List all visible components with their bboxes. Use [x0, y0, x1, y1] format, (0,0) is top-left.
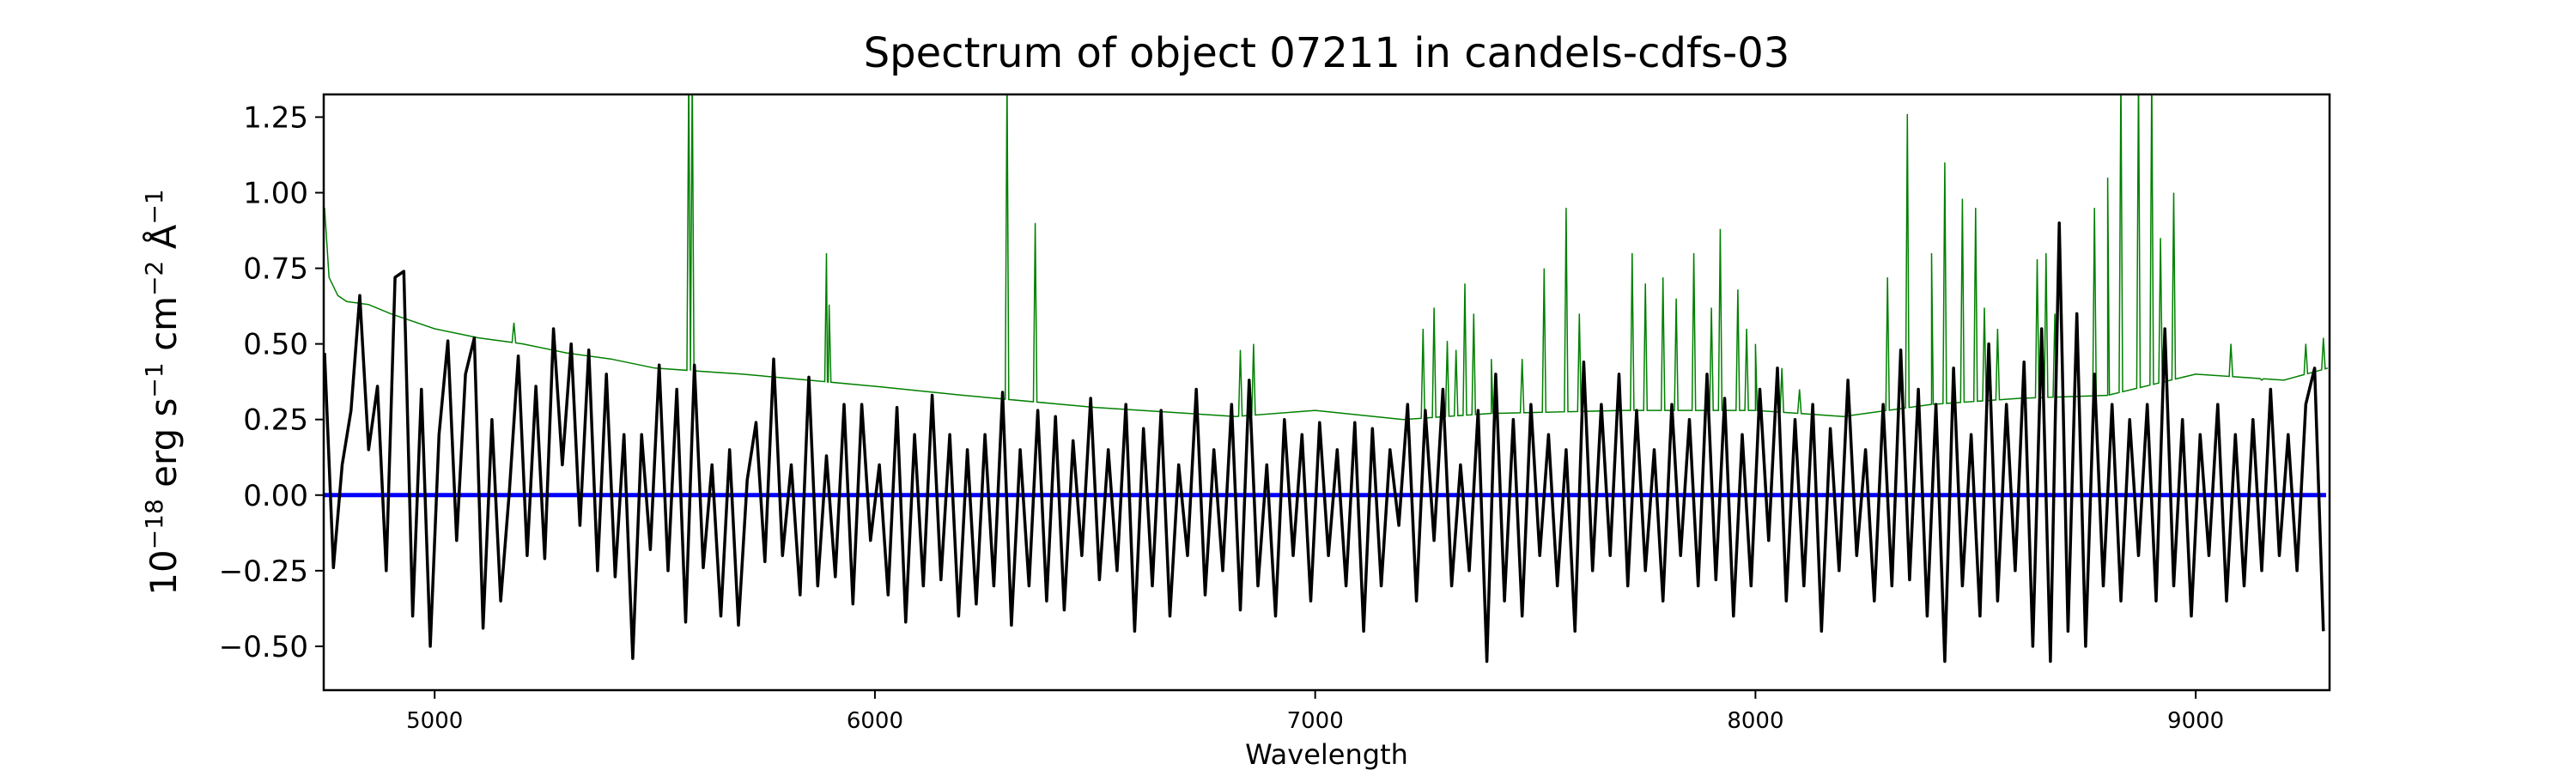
y-label-exponent: −18	[140, 499, 168, 549]
y-axis-label: 10−18 erg s−1 cm−2 Å−1	[140, 189, 185, 595]
y-tick-label: 0.00	[243, 479, 308, 513]
error-spectrum-line	[324, 94, 2329, 421]
y-tick-label: 0.25	[243, 403, 308, 438]
y-tick-label: 0.75	[243, 252, 308, 287]
plot-area	[324, 94, 2329, 664]
y-label-text: Å	[142, 224, 185, 260]
y-label-exponent: −2	[140, 261, 168, 296]
y-tick-label: 1.25	[243, 100, 308, 135]
y-label-exponent: −1	[140, 362, 168, 397]
flux-spectrum-line	[324, 221, 2325, 664]
x-axis: 5000 6000 7000 8000 9000	[406, 690, 2224, 734]
y-label-exponent: −1	[140, 189, 168, 224]
x-tick-label: 5000	[406, 708, 463, 734]
y-label-text: cm	[143, 296, 185, 362]
x-tick-label: 6000	[847, 708, 903, 734]
y-label-text: 10	[143, 549, 185, 595]
x-tick-label: 9000	[2167, 708, 2224, 734]
y-label-text: erg s	[143, 398, 185, 500]
y-tick-label: −0.50	[219, 630, 308, 664]
x-tick-label: 7000	[1287, 708, 1344, 734]
y-tick-label: −0.25	[219, 555, 308, 589]
y-axis: −0.50 −0.25 0.00 0.25 0.50 0.75 1.00 1.25	[219, 100, 324, 664]
x-axis-label: Wavelength	[1245, 738, 1408, 771]
y-tick-label: 1.00	[243, 176, 308, 210]
axes-frame	[322, 93, 2331, 692]
y-tick-label: 0.50	[243, 328, 308, 362]
x-tick-label: 8000	[1727, 708, 1783, 734]
chart-title: Spectrum of object 07211 in candels-cdfs…	[864, 29, 1790, 77]
